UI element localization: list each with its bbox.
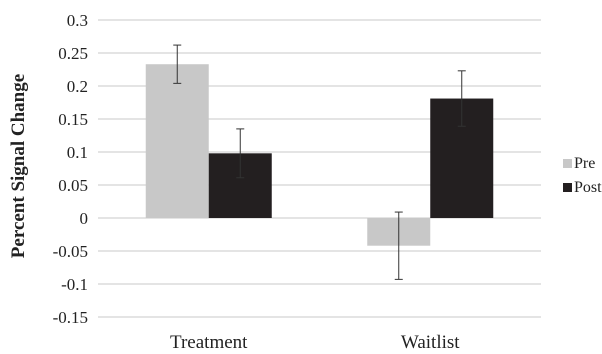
legend: Pre Post (563, 155, 602, 196)
error-bars (173, 44, 466, 280)
y-tick-label: 0.05 (58, 176, 88, 195)
y-tick-label: 0 (80, 209, 89, 228)
y-tick-label: 0.3 (67, 11, 88, 30)
y-tick-label: -0.15 (53, 308, 88, 327)
legend-label-post: Post (574, 179, 602, 196)
y-tick-label: 0.1 (67, 143, 88, 162)
legend-swatch-pre (563, 159, 572, 168)
x-category-label: Waitlist (401, 332, 460, 353)
y-tick-label: 0.15 (58, 110, 88, 129)
legend-swatch-post (563, 183, 572, 192)
y-tick-label: 0.25 (58, 44, 88, 63)
y-axis-title: Percent Signal Change (8, 74, 29, 258)
bar-pre-treatment (145, 64, 209, 218)
y-tick-label: -0.1 (61, 275, 88, 294)
y-tick-label: -0.05 (53, 242, 88, 261)
x-category-label: Treatment (170, 332, 248, 353)
legend-label-pre: Pre (574, 155, 595, 172)
y-tick-label: 0.2 (67, 77, 88, 96)
y-tick-labels: 0.3 0.25 0.2 0.15 0.1 0.05 0 -0.05 -0.1 -0.15 (53, 11, 88, 327)
x-category-labels: Treatment Waitlist (170, 332, 460, 353)
